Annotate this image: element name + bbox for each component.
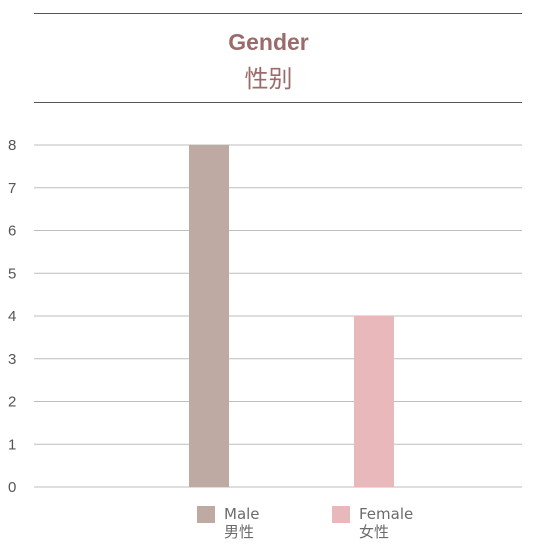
chart-title-chinese: 性别 — [244, 65, 293, 93]
y-tick-label: 0 — [8, 479, 16, 496]
y-tick-label: 5 — [8, 265, 16, 282]
y-tick-label: 8 — [8, 137, 16, 154]
y-tick-label: 4 — [8, 308, 16, 325]
y-tick-label: 2 — [8, 394, 16, 411]
y-tick-label: 1 — [8, 436, 16, 453]
legend-label-female: Female — [359, 505, 414, 523]
legend-label-female-cn: 女性 — [359, 523, 390, 541]
title-bottom-rule — [34, 102, 522, 103]
bar-chart: 0 1 2 3 4 5 6 7 8 — [8, 137, 522, 496]
legend-label-male-cn: 男性 — [224, 523, 255, 541]
y-tick-label: 7 — [8, 180, 16, 197]
y-tick-label: 6 — [8, 223, 16, 240]
bar-male — [189, 145, 229, 487]
legend-item-female: Female 女性 — [332, 505, 413, 541]
male-swatch — [197, 506, 215, 523]
top-rule — [34, 13, 522, 14]
y-tick-label: 3 — [8, 351, 16, 368]
legend-item-male: Male 男性 — [197, 505, 260, 541]
legend-label-male: Male — [224, 505, 260, 523]
bar-female — [354, 316, 394, 487]
chart-title: Gender — [228, 29, 309, 55]
female-swatch — [332, 506, 350, 523]
